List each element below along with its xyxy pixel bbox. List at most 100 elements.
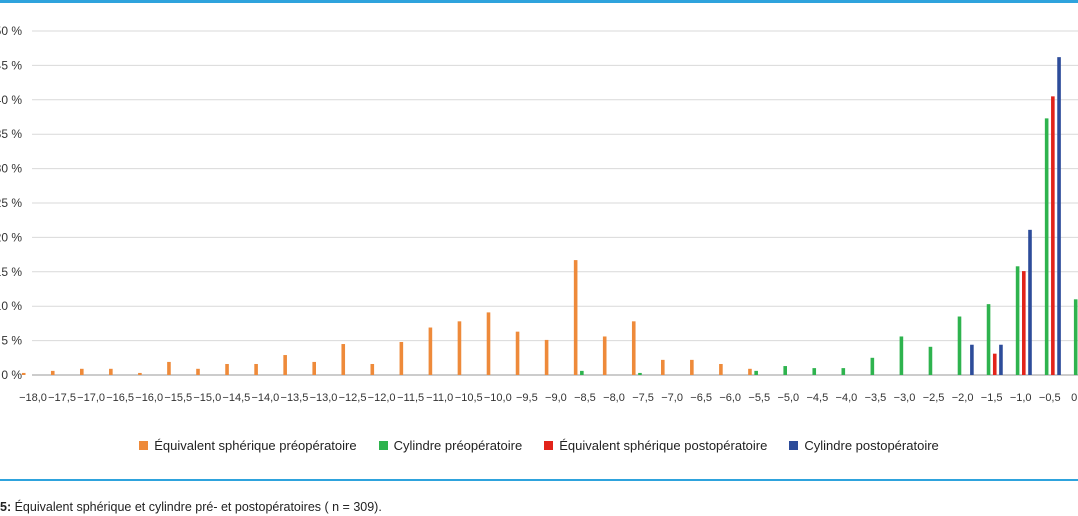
bar — [928, 346, 933, 375]
legend-swatch — [139, 441, 149, 450]
x-tick-label: −18,0 — [19, 392, 47, 404]
x-tick-label: −16,0 — [135, 392, 163, 404]
bar-chart: 0 % 5 % 10 % 15 % 20 % 25 % 30 % 35 % 40 % 45 % 50… — [0, 24, 1078, 404]
bar — [783, 366, 787, 375]
x-tick-label: 0,0 — [1071, 392, 1078, 404]
x-tick-label: −2,5 — [923, 392, 945, 404]
bar — [754, 370, 758, 375]
x-tick-label: −8,5 — [574, 392, 596, 404]
bar — [719, 363, 723, 375]
y-axis-ticks: 0 % 5 % 10 % 15 % 20 % 25 % 30 % 35 % 40 % 45 % 50… — [0, 24, 22, 382]
x-tick-label: −11,0 — [426, 392, 453, 404]
x-tick-label: −6,0 — [719, 392, 741, 404]
legend-swatch — [378, 441, 388, 450]
y-tick-label: 45 % — [0, 58, 22, 72]
bar — [167, 361, 171, 375]
bar — [1057, 57, 1061, 375]
top-rule — [0, 0, 1078, 3]
bar — [602, 336, 607, 375]
bar — [1073, 299, 1078, 375]
x-tick-label: −13,5 — [281, 392, 309, 404]
bar — [515, 331, 520, 375]
caption-text: Équivalent sphérique et cylindre pré- et… — [11, 500, 382, 514]
x-tick-label: −4,0 — [836, 392, 858, 404]
bar — [486, 312, 491, 375]
bar — [341, 344, 346, 375]
gridlines — [32, 30, 1078, 376]
x-tick-label: −1,5 — [981, 392, 1003, 404]
bar — [841, 368, 846, 375]
bar — [992, 353, 997, 375]
bar — [1022, 271, 1026, 375]
x-tick-label: −12,5 — [339, 392, 367, 404]
x-tick-label: −10,0 — [484, 392, 512, 404]
x-tick-label: −11,5 — [397, 392, 424, 404]
x-tick-label: −7,5 — [632, 392, 654, 404]
chart-legend: Équivalent sphérique préopératoire Cylin… — [0, 438, 1078, 453]
x-tick-label: −8,0 — [603, 392, 625, 404]
y-tick-label: 15 % — [0, 265, 22, 279]
y-tick-label: 10 % — [0, 299, 22, 313]
x-tick-label: −16,5 — [106, 392, 134, 404]
x-tick-label: −14,5 — [222, 392, 250, 404]
bar — [254, 363, 258, 375]
bar — [50, 370, 55, 375]
bar — [999, 344, 1003, 375]
bar — [196, 368, 200, 375]
bar — [1028, 229, 1032, 375]
bar — [690, 359, 694, 375]
legend-label: Cylindre postopératoire — [804, 438, 939, 453]
x-tick-label: −14,0 — [251, 392, 279, 404]
bar — [1051, 96, 1055, 376]
bar — [544, 339, 549, 375]
bar — [661, 359, 665, 375]
bottom-rule — [0, 479, 1078, 481]
legend-item-cyl-preop: Cylindre préopératoire — [378, 438, 523, 453]
bar — [638, 372, 642, 375]
legend-label: Cylindre préopératoire — [393, 438, 523, 453]
bar — [370, 363, 375, 375]
x-tick-label: −17,5 — [48, 392, 76, 404]
bar — [1015, 266, 1020, 375]
legend-label: Équivalent sphérique postopératoire — [559, 438, 768, 453]
bar — [80, 368, 84, 375]
bar — [748, 368, 752, 375]
x-tick-label: −0,5 — [1039, 392, 1061, 404]
x-tick-label: −9,0 — [545, 392, 567, 404]
x-tick-label: −13,0 — [310, 392, 338, 404]
bar — [399, 341, 404, 375]
bar — [1044, 118, 1049, 375]
x-tick-label: −3,5 — [865, 392, 887, 404]
bar — [138, 372, 142, 375]
figure-caption: 5: Équivalent sphérique et cylindre pré-… — [0, 500, 382, 514]
x-tick-label: −15,0 — [193, 392, 221, 404]
figure-number: 5: — [0, 500, 12, 514]
bar — [957, 316, 962, 375]
bar — [457, 321, 462, 375]
x-tick-label: −3,0 — [894, 392, 916, 404]
bar — [580, 370, 584, 375]
legend-swatch — [544, 441, 554, 450]
legend-label: Équivalent sphérique préopératoire — [154, 438, 357, 453]
x-tick-label: −1,0 — [1010, 392, 1032, 404]
x-tick-label: −17,0 — [77, 392, 105, 404]
legend-item-se-postop: Équivalent sphérique postopératoire — [544, 438, 767, 453]
bar — [870, 357, 875, 375]
y-tick-label: 30 % — [0, 162, 22, 176]
bar — [631, 321, 636, 375]
x-tick-label: −6,5 — [690, 392, 712, 404]
bar — [573, 260, 578, 375]
legend-item-se-preop: Équivalent sphérique préopératoire — [139, 438, 357, 453]
y-tick-label: 0 % — [1, 368, 22, 382]
x-axis-ticks: −18,0 −17,5 −17,0 −16,5 −16,0 −15,5 −15,0 −14,5… — [19, 392, 1078, 404]
x-tick-label: −15,5 — [164, 392, 192, 404]
bar — [986, 304, 991, 375]
bar — [970, 344, 974, 375]
bar — [428, 327, 433, 375]
x-tick-label: −9,5 — [516, 392, 538, 404]
bar — [312, 361, 316, 375]
x-tick-label: −5,0 — [777, 392, 799, 404]
y-tick-label: 50 % — [0, 24, 22, 38]
x-tick-label: −4,5 — [806, 392, 828, 404]
y-tick-label: 5 % — [1, 334, 22, 348]
